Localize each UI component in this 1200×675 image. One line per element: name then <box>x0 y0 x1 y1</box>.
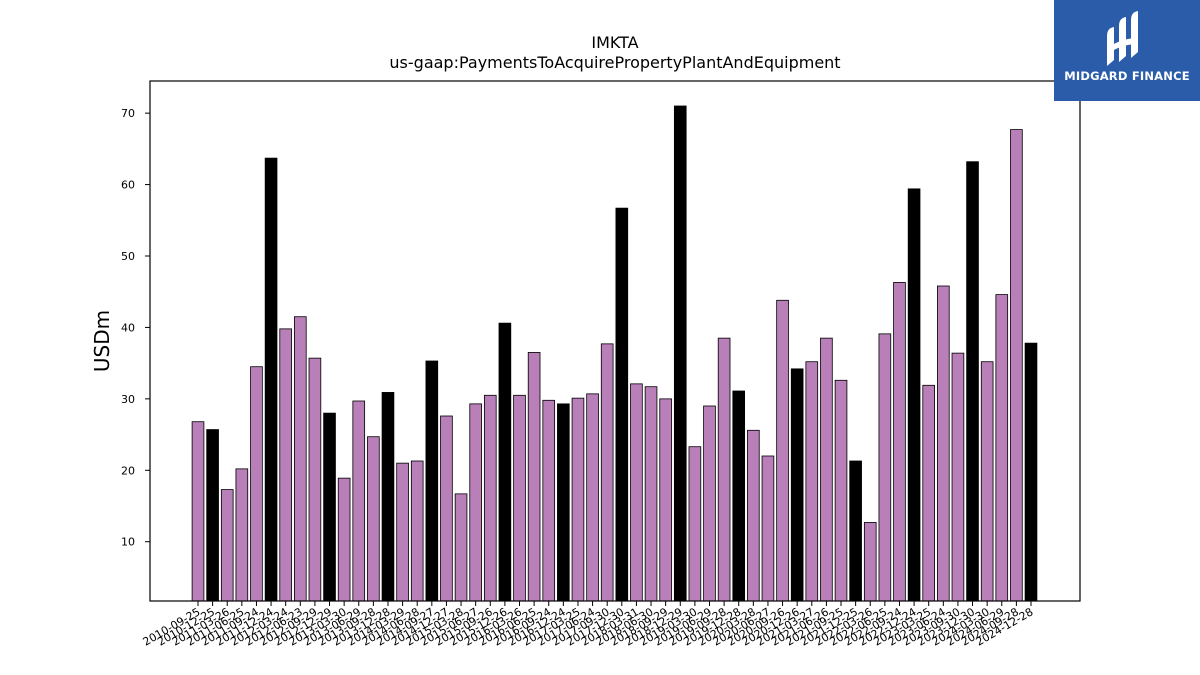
bar-2018-03-31 <box>630 383 643 602</box>
bar-2021-09-25 <box>834 379 848 602</box>
bar-2019-12-28 <box>732 390 746 602</box>
y-axis-label: USDm <box>90 310 114 372</box>
bar-2020-03-28 <box>747 429 760 602</box>
bar-2012-09-29 <box>308 357 322 602</box>
bar-2016-06-25 <box>527 352 541 602</box>
bar-2011-03-26 <box>220 489 234 602</box>
bar-2017-09-30 <box>600 343 614 602</box>
bar-2019-06-29 <box>703 405 716 602</box>
bar-2021-06-26 <box>820 337 833 602</box>
y-tick-label: 10 <box>121 536 135 549</box>
bar-2020-09-26 <box>776 299 789 602</box>
bar-2023-06-24 <box>937 285 950 602</box>
bar-2022-03-26 <box>863 522 877 602</box>
midgard-finance-logo: MIDGARD FINANCE <box>1054 0 1200 101</box>
bar-2011-12-24 <box>264 157 278 602</box>
bar-2020-12-26 <box>790 368 804 602</box>
bar-2017-12-30 <box>615 207 629 602</box>
bar-2019-03-30 <box>688 446 702 602</box>
bar-2018-06-30 <box>644 386 658 602</box>
y-tick-label: 30 <box>121 393 135 406</box>
chart-subtitle: us-gaap:PaymentsToAcquirePropertyPlantAn… <box>389 53 840 72</box>
bar-2015-09-26 <box>483 394 497 602</box>
bar-2010-12-25 <box>206 429 219 602</box>
bar-2016-03-26 <box>513 394 526 602</box>
bar-2022-12-24 <box>907 188 921 602</box>
bar-2023-03-25 <box>922 384 935 602</box>
bar-2013-06-29 <box>352 400 366 602</box>
bar-2016-12-24 <box>557 403 570 602</box>
bar-2017-03-25 <box>571 397 585 602</box>
bar-2012-12-29 <box>323 412 336 602</box>
x-axis-ticks: 2010-09-252010-12-252011-03-262011-06-25… <box>141 601 1036 649</box>
bar-2022-09-24 <box>893 282 906 602</box>
bar-2023-09-30 <box>951 352 965 602</box>
y-tick-label: 40 <box>121 321 135 334</box>
bar-2012-06-23 <box>293 316 307 602</box>
bar-2024-03-30 <box>980 361 994 602</box>
y-tick-label: 60 <box>121 179 135 192</box>
bar-2018-09-29 <box>659 398 672 602</box>
bar-2014-12-27 <box>440 415 453 602</box>
bar-2015-03-28 <box>454 493 468 602</box>
midgard-logo-icon <box>1107 11 1138 66</box>
bar-2010-09-25 <box>191 421 205 602</box>
bar-2023-12-30 <box>966 161 979 602</box>
bar-2021-12-25 <box>849 460 862 602</box>
bar-2014-03-29 <box>396 462 409 602</box>
bar-2024-12-28 <box>1024 342 1038 602</box>
bar-2020-06-27 <box>761 455 775 602</box>
bars-group <box>191 105 1038 602</box>
bar-2013-12-28 <box>381 392 395 602</box>
bar-2022-06-25 <box>878 333 892 602</box>
bar-2018-12-29 <box>673 105 687 602</box>
logo-brand-text: MIDGARD FINANCE <box>1064 69 1190 83</box>
bar-2014-09-27 <box>425 360 439 602</box>
bar-2024-06-29 <box>995 294 1009 602</box>
chart-title: IMKTA <box>591 33 638 52</box>
y-tick-label: 70 <box>121 107 135 120</box>
bar-2019-09-28 <box>717 337 731 602</box>
bar-2015-06-27 <box>469 403 482 602</box>
plot-frame <box>149 80 1081 602</box>
y-tick-label: 20 <box>121 464 135 477</box>
bar-2021-03-27 <box>805 361 819 602</box>
bar-2016-09-24 <box>542 399 556 602</box>
bar-2013-09-28 <box>367 436 380 602</box>
bar-2024-09-28 <box>1010 129 1023 602</box>
bar-2011-09-24 <box>250 366 263 602</box>
bar-2015-12-26 <box>498 322 512 602</box>
bar-2013-03-30 <box>337 477 351 602</box>
bar-2012-03-24 <box>279 328 292 602</box>
bar-2017-06-24 <box>586 393 599 602</box>
bar-2011-06-25 <box>235 468 249 602</box>
bar-2014-06-28 <box>410 460 424 602</box>
y-axis-ticks: 10 20 30 40 50 60 70 <box>121 107 150 549</box>
y-tick-label: 50 <box>121 250 135 263</box>
